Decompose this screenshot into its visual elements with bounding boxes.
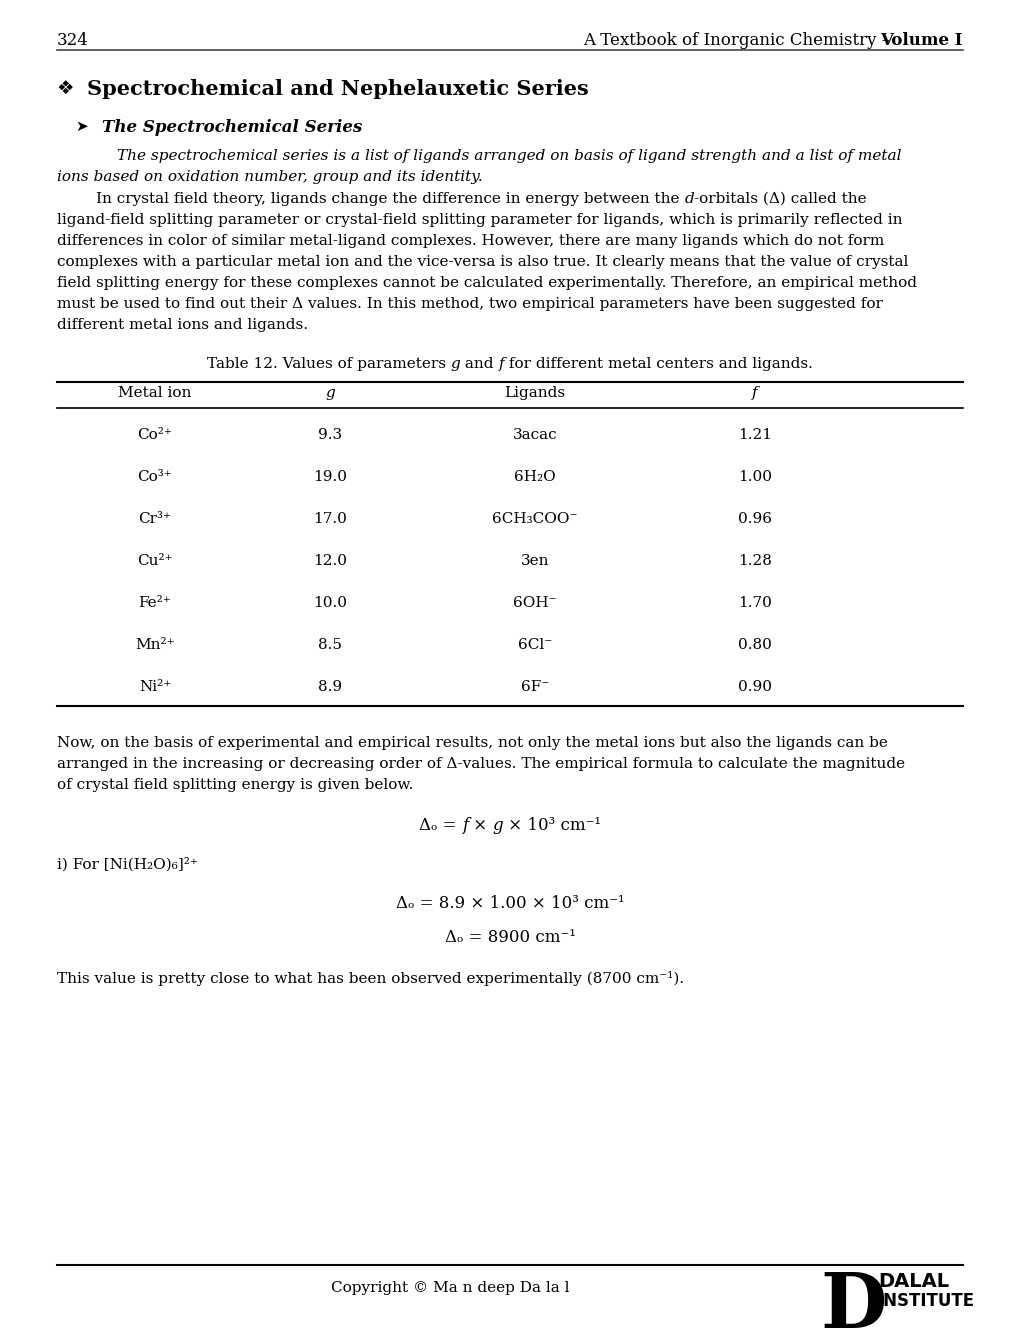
Text: DALAL: DALAL (877, 1271, 949, 1292)
Text: Δₒ =: Δₒ = (419, 817, 462, 834)
Text: must be used to find out their Δ values. In this method, two empirical parameter: must be used to find out their Δ values.… (57, 297, 882, 312)
Text: 0.96: 0.96 (738, 512, 771, 525)
Text: complexes with a particular metal ion and the vice-versa is also true. It clearl: complexes with a particular metal ion an… (57, 255, 908, 269)
Text: Co³⁺: Co³⁺ (138, 471, 172, 484)
Text: 17.0: 17.0 (313, 512, 346, 525)
Text: 0.80: 0.80 (738, 638, 771, 652)
Text: and: and (460, 357, 498, 370)
Text: Ni²⁺: Ni²⁺ (139, 681, 171, 694)
Text: different metal ions and ligands.: different metal ions and ligands. (57, 318, 308, 332)
Text: In crystal field theory, ligands change the difference in energy between the: In crystal field theory, ligands change … (57, 193, 684, 206)
Text: of crystal field splitting energy is given below.: of crystal field splitting energy is giv… (57, 778, 413, 792)
Text: Now, on the basis of experimental and empirical results, not only the metal ions: Now, on the basis of experimental and em… (57, 735, 887, 750)
Text: g: g (450, 357, 460, 370)
Text: Δₒ = 8.9 × 1.00 × 10³ cm⁻¹: Δₒ = 8.9 × 1.00 × 10³ cm⁻¹ (395, 894, 624, 912)
Text: 6OH⁻: 6OH⁻ (513, 596, 556, 610)
Text: The Spectrochemical Series: The Spectrochemical Series (102, 119, 362, 136)
Text: 6CH₃COO⁻: 6CH₃COO⁻ (492, 512, 577, 525)
Text: Co²⁺: Co²⁺ (138, 428, 172, 443)
Text: f: f (751, 386, 757, 400)
Text: 8.9: 8.9 (318, 681, 341, 694)
Text: A Textbook of Inorganic Chemistry –: A Textbook of Inorganic Chemistry – (582, 32, 894, 49)
Text: 8.5: 8.5 (318, 638, 341, 652)
Text: differences in color of similar metal-ligand complexes. However, there are many : differences in color of similar metal-li… (57, 234, 883, 247)
Text: 3acac: 3acac (513, 428, 556, 443)
Text: Cu²⁺: Cu²⁺ (137, 554, 172, 568)
Text: -orbitals (Δ) called the: -orbitals (Δ) called the (694, 193, 866, 206)
Text: The spectrochemical series is a list of ligands arranged on basis of ligand stre: The spectrochemical series is a list of … (117, 148, 901, 163)
Text: f: f (498, 357, 503, 370)
Text: 6F⁻: 6F⁻ (521, 681, 548, 694)
Text: Volume I: Volume I (879, 32, 962, 49)
Text: ligand-field splitting parameter or crystal-field splitting parameter for ligand: ligand-field splitting parameter or crys… (57, 213, 902, 227)
Text: d: d (684, 193, 694, 206)
Text: D: D (819, 1270, 886, 1337)
Text: Mn²⁺: Mn²⁺ (136, 638, 174, 652)
Text: Cr³⁺: Cr³⁺ (139, 512, 171, 525)
Text: 6Cl⁻: 6Cl⁻ (518, 638, 551, 652)
Text: 3en: 3en (521, 554, 548, 568)
Text: 1.70: 1.70 (738, 596, 771, 610)
Text: field splitting energy for these complexes cannot be calculated experimentally. : field splitting energy for these complex… (57, 275, 916, 290)
Text: g: g (492, 817, 502, 834)
Text: g: g (325, 386, 334, 400)
Text: 10.0: 10.0 (313, 596, 346, 610)
Text: ×: × (468, 817, 492, 834)
Text: Copyright © Ma n deep Da la l: Copyright © Ma n deep Da la l (330, 1281, 569, 1296)
Text: 1.21: 1.21 (738, 428, 771, 443)
Text: Spectrochemical and Nephelauxetic Series: Spectrochemical and Nephelauxetic Series (87, 79, 588, 99)
Text: Metal ion: Metal ion (118, 386, 192, 400)
Text: 0.90: 0.90 (738, 681, 771, 694)
Text: 19.0: 19.0 (313, 471, 346, 484)
Text: 1.00: 1.00 (738, 471, 771, 484)
Text: 9.3: 9.3 (318, 428, 341, 443)
Text: Ligands: Ligands (504, 386, 565, 400)
Text: arranged in the increasing or decreasing order of Δ-values. The empirical formul: arranged in the increasing or decreasing… (57, 757, 904, 771)
Text: 324: 324 (57, 32, 89, 49)
Text: INSTITUTE: INSTITUTE (877, 1292, 974, 1310)
Text: 12.0: 12.0 (313, 554, 346, 568)
Text: Table 12. Values of parameters: Table 12. Values of parameters (207, 357, 450, 370)
Text: ions based on oxidation number, group and its identity.: ions based on oxidation number, group an… (57, 170, 482, 185)
Text: 1.28: 1.28 (738, 554, 771, 568)
Text: Fe²⁺: Fe²⁺ (139, 596, 171, 610)
Text: f: f (462, 817, 468, 834)
Text: for different metal centers and ligands.: for different metal centers and ligands. (503, 357, 812, 370)
Text: 6H₂O: 6H₂O (514, 471, 555, 484)
Text: ➤: ➤ (75, 119, 88, 134)
Text: × 10³ cm⁻¹: × 10³ cm⁻¹ (502, 817, 600, 834)
Text: Δₒ = 8900 cm⁻¹: Δₒ = 8900 cm⁻¹ (444, 929, 575, 947)
Text: This value is pretty close to what has been observed experimentally (8700 cm⁻¹).: This value is pretty close to what has b… (57, 971, 684, 985)
Text: i) For [Ni(H₂O)₆]²⁺: i) For [Ni(H₂O)₆]²⁺ (57, 857, 198, 872)
Text: ❖: ❖ (57, 79, 82, 98)
